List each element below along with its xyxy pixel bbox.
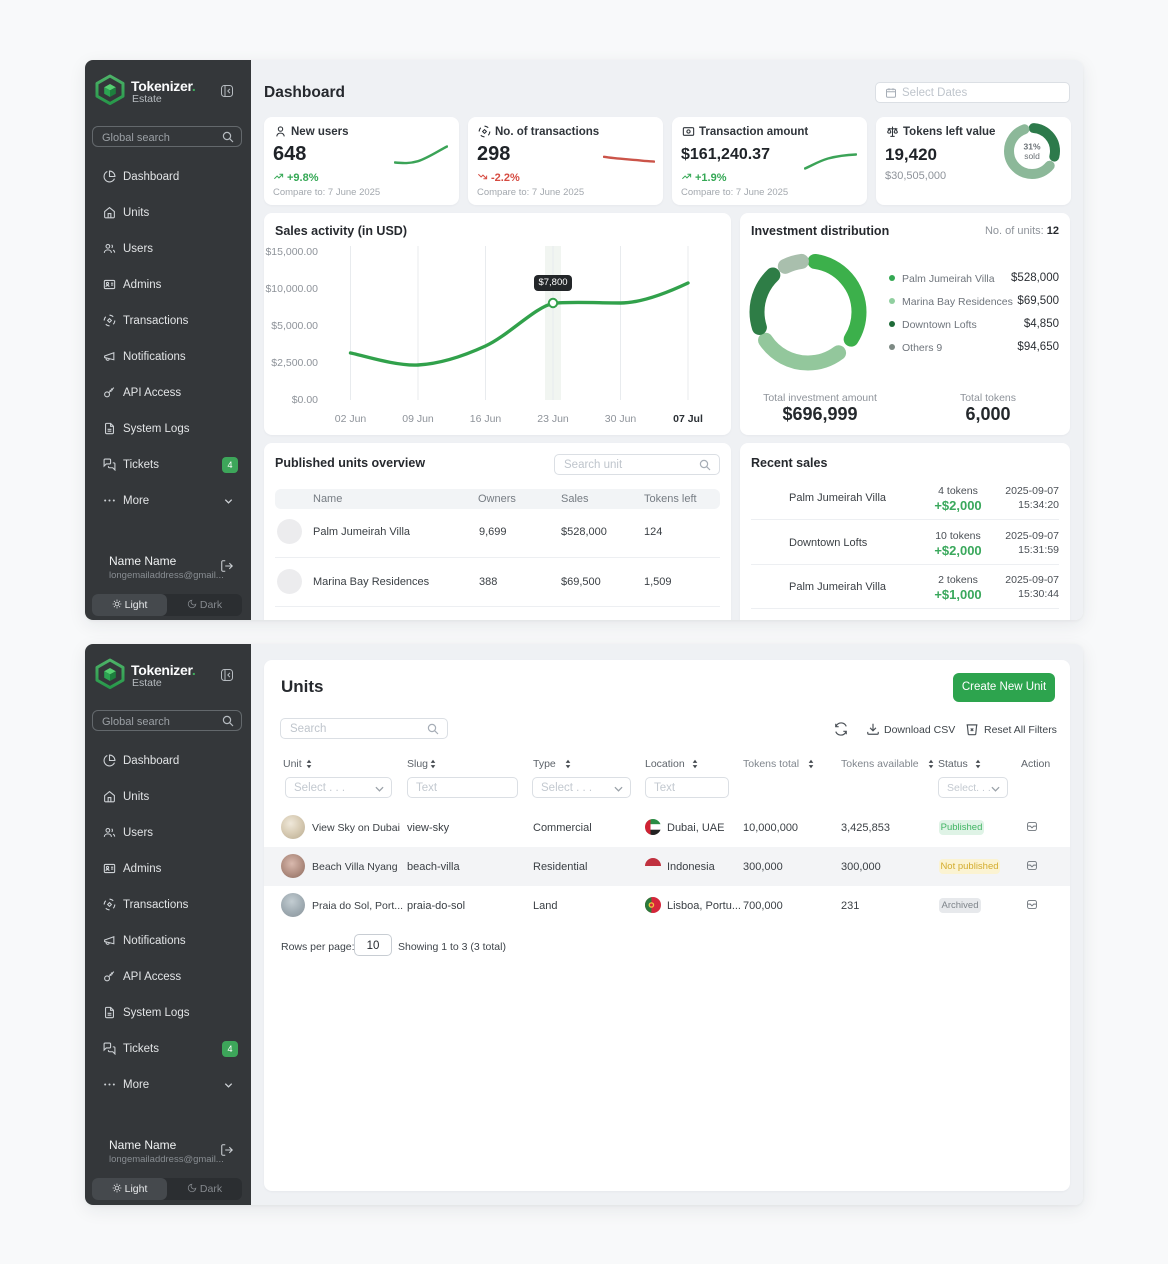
svg-text:$2,500.00: $2,500.00: [271, 357, 318, 369]
svg-text:16 Jun: 16 Jun: [470, 413, 502, 425]
svg-text:31%: 31%: [1023, 142, 1040, 152]
svg-text:02 Jun: 02 Jun: [335, 413, 367, 425]
svg-text:$15,000.00: $15,000.00: [265, 246, 318, 258]
svg-text:$10,000.00: $10,000.00: [265, 283, 318, 295]
svg-text:$5,000.00: $5,000.00: [271, 320, 318, 332]
svg-text:sold: sold: [1024, 151, 1040, 161]
svg-text:$0.00: $0.00: [292, 394, 318, 406]
svg-text:09 Jun: 09 Jun: [402, 413, 434, 425]
svg-text:23 Jun: 23 Jun: [537, 413, 569, 425]
svg-text:30 Jun: 30 Jun: [605, 413, 637, 425]
svg-text:07 Jul: 07 Jul: [673, 413, 703, 425]
